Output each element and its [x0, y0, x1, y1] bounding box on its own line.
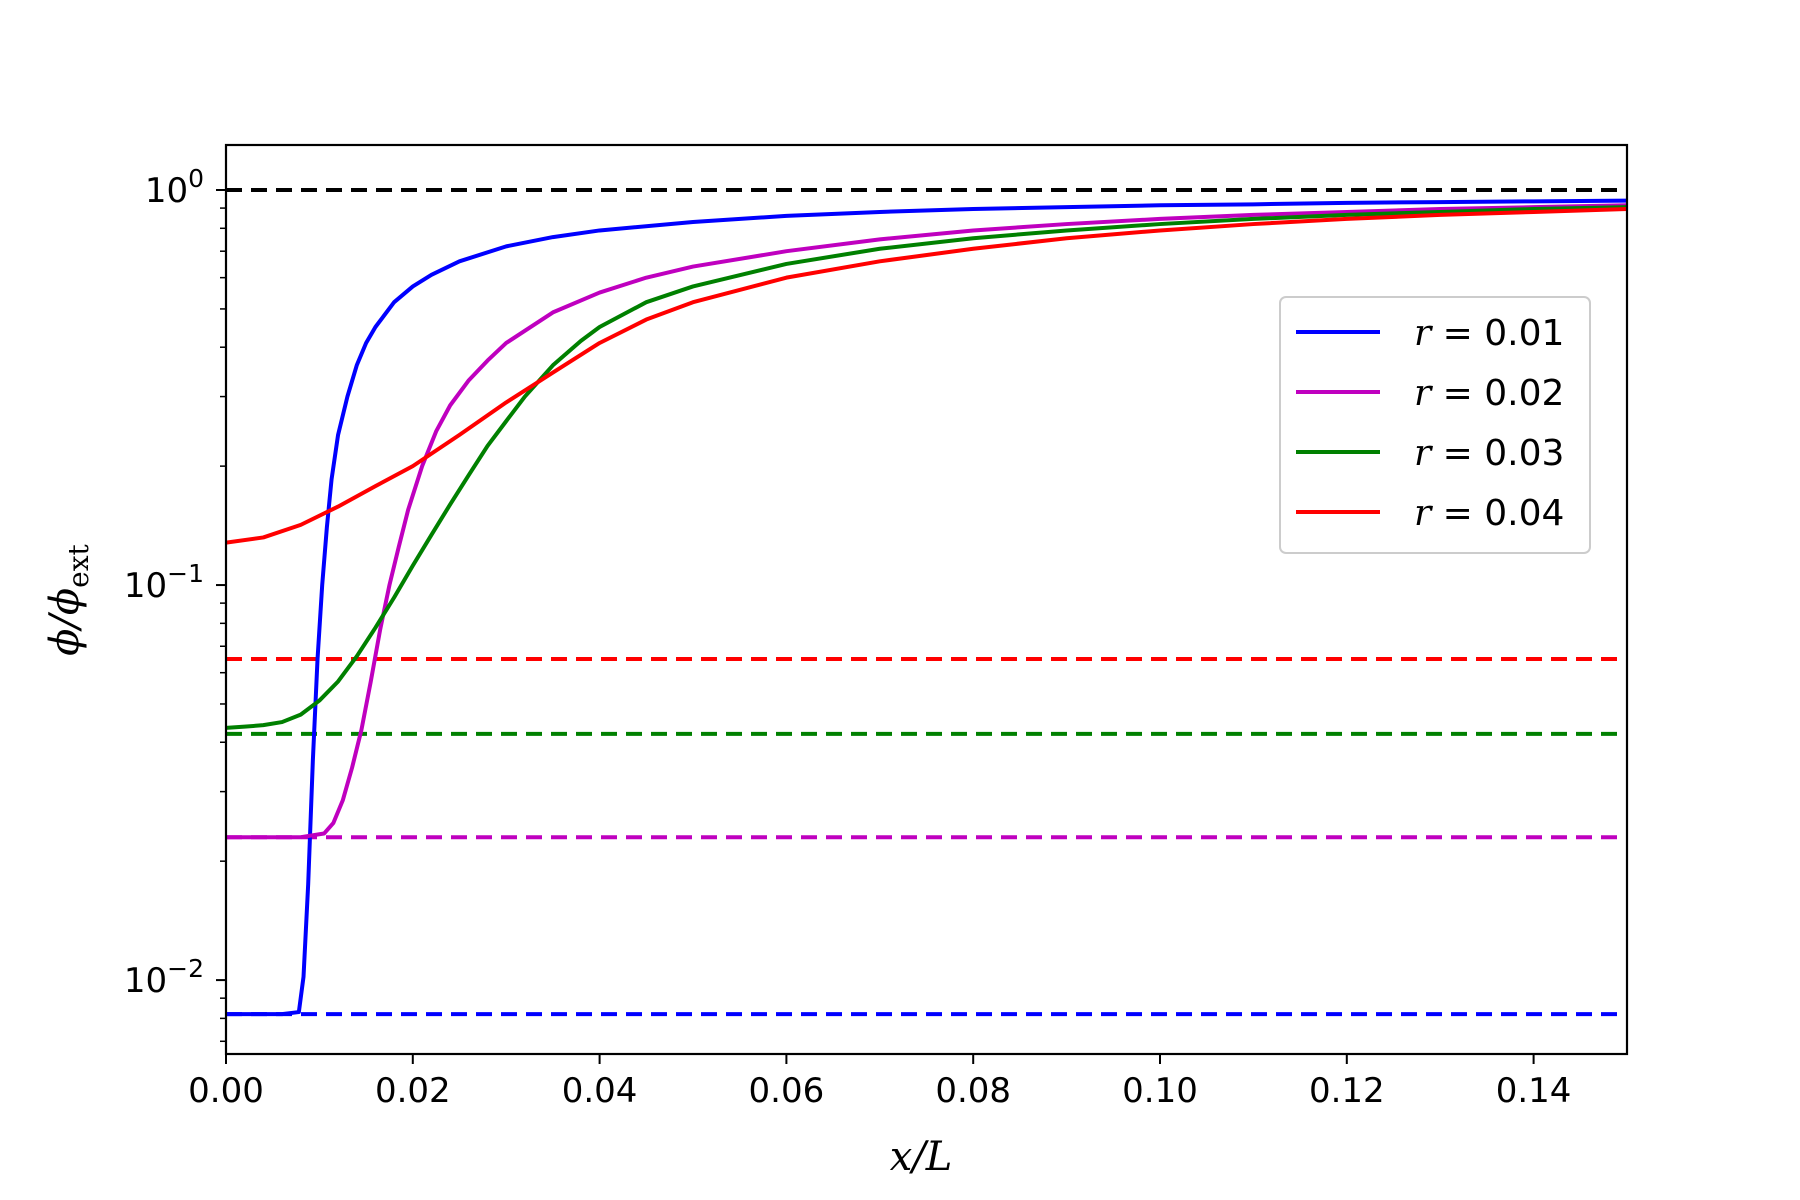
series-line-3	[226, 205, 1627, 730]
series-lines	[226, 198, 1627, 1017]
x-tick-label-0: 0.00	[188, 1071, 264, 1111]
x-tick-label-2: 0.04	[562, 1071, 638, 1111]
y-axis-label: ϕ/ϕext	[42, 543, 95, 655]
x-tick-label-3: 0.06	[749, 1071, 825, 1111]
y-tick-label-0: 100	[145, 164, 204, 211]
plot-frame	[224, 143, 1629, 1056]
x-tick-label-1: 0.02	[375, 1071, 451, 1111]
y-tick-label-2: 10−2	[124, 954, 204, 1001]
x-tick-label-4: 0.08	[935, 1071, 1011, 1111]
x-tick-label-7: 0.14	[1496, 1071, 1572, 1111]
series-line-1	[226, 198, 1627, 1017]
series-line-2	[226, 203, 1627, 840]
reference-lines	[226, 188, 1627, 1017]
x-axis-ticks: 0.00 0.02 0.04 0.06 0.08 0.10 0.12 0.14	[188, 1054, 1571, 1111]
series-line-4	[226, 207, 1627, 545]
legend-label-4: r = 0.04	[1414, 493, 1564, 534]
x-tick-label-5: 0.10	[1122, 1071, 1198, 1111]
x-axis-label: x/L	[890, 1134, 953, 1180]
y-axis-ticks: 100 10−1 10−2	[124, 164, 226, 1043]
legend: r = 0.01 r = 0.02 r = 0.03 r = 0.04	[1279, 296, 1591, 554]
legend-label-3: r = 0.03	[1414, 433, 1564, 474]
legend-label-2: r = 0.02	[1414, 373, 1564, 414]
legend-box	[1279, 296, 1591, 554]
x-tick-label-6: 0.12	[1309, 1071, 1385, 1111]
y-tick-label-1: 10−1	[124, 559, 204, 606]
legend-label-1: r = 0.01	[1414, 313, 1564, 354]
